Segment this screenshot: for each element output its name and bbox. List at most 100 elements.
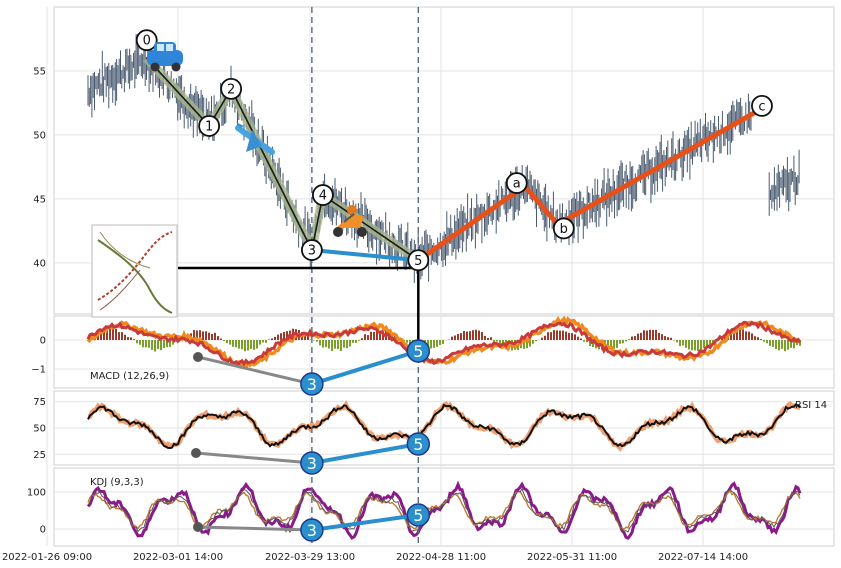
macd-histogram-bar: [208, 332, 210, 340]
macd-histogram-bar: [559, 330, 561, 340]
macd-panel: [53, 315, 835, 389]
macd-histogram-bar: [253, 340, 255, 350]
macd-histogram-bar: [763, 340, 765, 342]
macd-histogram-bar: [409, 340, 411, 346]
macd-histogram-bar: [172, 340, 174, 345]
macd-histogram-bar: [103, 331, 105, 340]
macd-histogram-bar: [643, 330, 645, 340]
macd-histogram-bar: [673, 340, 675, 341]
macd-histogram-bar: [649, 329, 651, 340]
macd-histogram-bar: [562, 330, 564, 340]
macd-histogram-bar: [691, 340, 693, 351]
x-tick-label: 2022-03-29 13:00: [265, 552, 355, 563]
macd-histogram-bar: [652, 329, 654, 340]
macd-histogram-bar: [778, 340, 780, 351]
macd-histogram-bar: [487, 337, 489, 340]
macd-histogram-bar: [127, 337, 129, 340]
macd-histogram-bar: [565, 331, 567, 340]
macd-histogram-bar: [454, 335, 456, 340]
macd-histogram-bar: [733, 329, 735, 340]
macd-histogram-bar: [757, 337, 759, 340]
macd-histogram-bar: [157, 340, 159, 350]
rsi-series: [87, 399, 801, 452]
wave-point-marker: [135, 29, 158, 52]
macd-histogram-bar: [742, 329, 744, 340]
macd-histogram-bar: [685, 340, 687, 348]
macd-histogram-bar: [619, 340, 621, 344]
macd-histogram-bar: [637, 333, 639, 340]
macd-histogram-bar: [586, 340, 588, 343]
x-tick-label: 2022-07-14 14:00: [658, 552, 748, 563]
macd-histogram-bar: [169, 340, 171, 347]
y-tick-labels: 40 45 50 55 0 −1 75 50 25 100 0: [27, 66, 46, 535]
wave-point-marker: [300, 239, 323, 261]
y-tick-label: 25: [33, 450, 46, 461]
macd-histogram-bar: [148, 340, 150, 348]
divergence-marker-label: 5: [413, 506, 423, 525]
macd-histogram-bar: [463, 331, 465, 340]
macd-histogram-bar: [133, 339, 135, 340]
car-icon: [147, 42, 183, 72]
wave-point-label: 1: [205, 119, 213, 134]
macd-histogram-bar: [355, 340, 357, 343]
grey-marker: [191, 448, 201, 458]
macd-histogram-bar: [130, 337, 132, 340]
macd-histogram-bar: [265, 340, 267, 343]
macd-histogram-bar: [550, 332, 552, 340]
macd-histogram-bar: [739, 329, 741, 340]
divergence-line: [311, 513, 419, 532]
macd-histogram-bar: [766, 340, 768, 344]
macd-histogram-bar: [475, 329, 477, 340]
macd-histogram-bar: [496, 340, 498, 342]
grey-trend-line: [197, 525, 312, 532]
macd-histogram-bar: [244, 340, 246, 352]
macd-histogram-bar: [622, 340, 624, 344]
macd-histogram-bar: [328, 340, 330, 349]
macd-histogram-bar: [235, 340, 237, 348]
macd-histogram-bar: [457, 333, 459, 340]
macd-histogram-bar: [358, 340, 360, 341]
macd-histogram-bar: [226, 340, 228, 344]
macd-histogram-bar: [214, 332, 216, 340]
macd-histogram-bar: [526, 340, 528, 349]
macd-histogram-bar: [274, 336, 276, 340]
macd-histogram-bar: [166, 340, 168, 348]
macd-histogram-bar: [406, 340, 408, 343]
macd-histogram-bar: [364, 334, 366, 340]
divergence-marker: [406, 339, 431, 363]
kdj-d-line: [87, 490, 801, 531]
macd-histogram-bar: [700, 340, 702, 350]
macd-histogram-bar: [793, 340, 795, 349]
macd-histogram-bar: [319, 340, 321, 346]
macd-histogram-bar: [751, 333, 753, 340]
macd-histogram-bar: [655, 329, 657, 340]
macd-histogram-bar: [583, 340, 585, 342]
elliott-wave-overlay: 3 5 3 5 3 5 0 1 2 3 4 5 a b c: [135, 7, 773, 546]
wave-point-marker: [505, 172, 528, 194]
macd-histogram-bar: [268, 339, 270, 340]
macd-histogram-bar: [772, 340, 774, 347]
x-tick-label: 2022-03-01 14:00: [133, 552, 223, 563]
divergence-marker: [300, 372, 324, 396]
macd-histogram-bar: [139, 340, 141, 345]
wave-point-marker: [198, 115, 221, 137]
macd-histogram-bar: [544, 335, 546, 340]
macd-histogram-bar: [799, 340, 801, 346]
macd-histogram-bar: [556, 330, 558, 340]
macd-signal-line: [86, 320, 802, 368]
divergence-marker-label: 3: [307, 521, 317, 540]
macd-histogram-bar: [352, 340, 354, 343]
macd-histogram-bar: [664, 336, 666, 340]
macd-histogram-bar: [316, 340, 318, 342]
macd-histogram-bar: [532, 340, 534, 344]
macd-histogram-bar: [592, 340, 594, 348]
wave-point-label: 5: [414, 254, 422, 269]
y-tick-label: 50: [33, 424, 46, 435]
macd-histogram-bar: [343, 340, 345, 348]
macd-histogram-bar: [193, 330, 195, 340]
macd-histogram-bar: [580, 338, 582, 340]
macd-histogram-bar: [160, 340, 162, 351]
macd-histogram-bar: [769, 340, 771, 346]
macd-histogram-bar: [706, 340, 708, 347]
macd-histogram-bar: [796, 340, 798, 346]
